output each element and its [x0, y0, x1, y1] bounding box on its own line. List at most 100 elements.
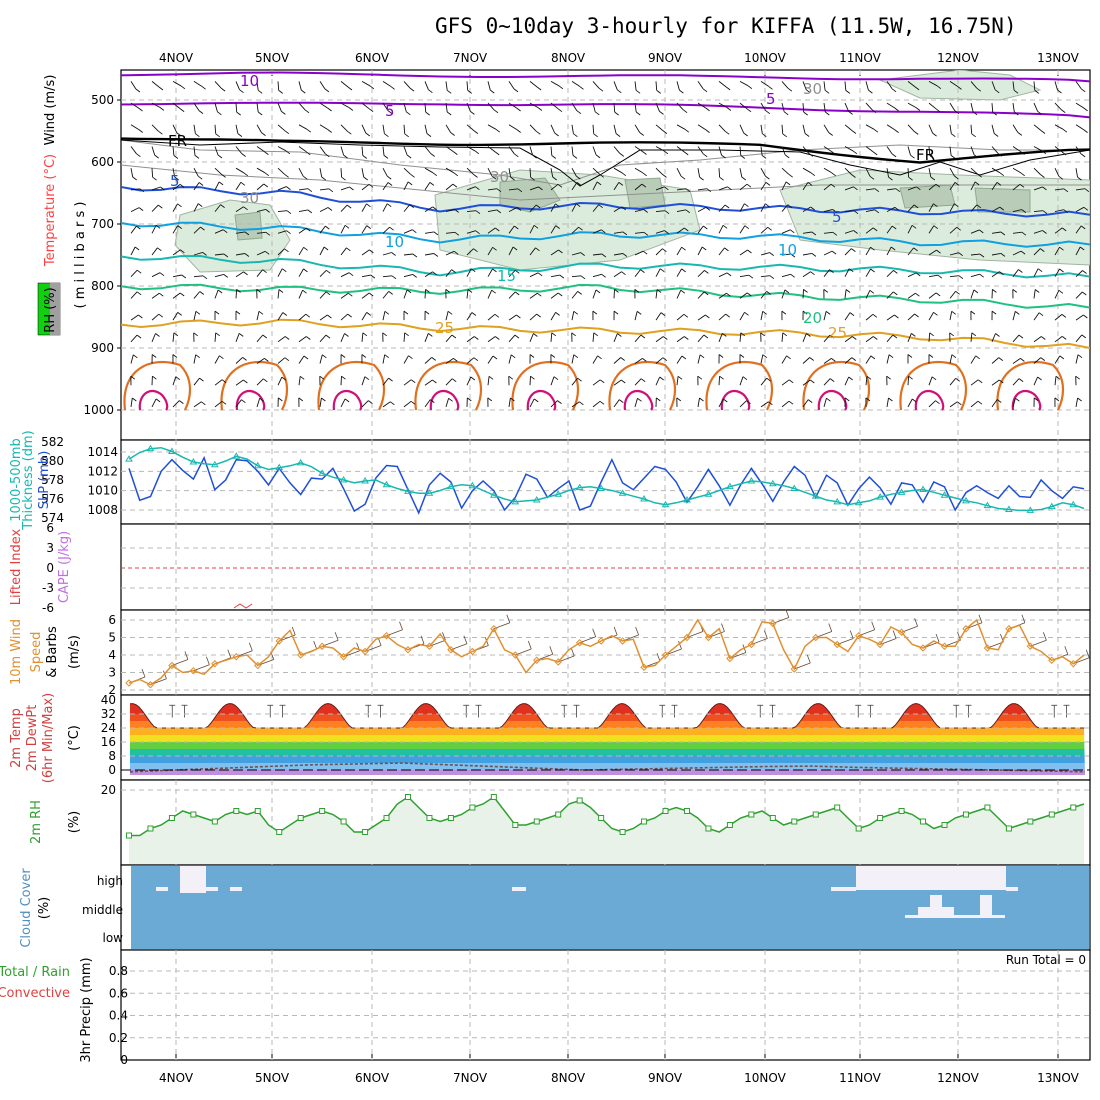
wind-barb	[130, 246, 136, 256]
wind-barb	[1075, 168, 1078, 178]
wind10-speed-line-marker	[704, 633, 713, 642]
wind-barb	[361, 249, 370, 256]
wind-barb-flag	[765, 110, 771, 115]
wind-barb	[865, 81, 869, 91]
wind-barb	[781, 289, 786, 299]
wind-barb-flag	[470, 268, 476, 273]
wind-barb-flag	[1061, 336, 1067, 340]
wind-barb-flag	[555, 312, 560, 316]
wind-barb	[424, 182, 431, 191]
wind-barb	[970, 229, 980, 234]
wind-barb	[151, 398, 157, 408]
wind-barb	[256, 269, 263, 277]
wind-barb-flag	[406, 289, 412, 294]
wind-barb	[613, 81, 618, 90]
wind-barb-flag	[744, 203, 749, 208]
wind-barb-flag	[1042, 186, 1047, 191]
wind-barb	[382, 311, 386, 321]
wind-barb-flag	[194, 155, 200, 159]
wind-barb-flag	[870, 268, 875, 273]
wind-barb-flag	[826, 397, 831, 402]
wind-barb	[844, 376, 850, 386]
wind10-barb-flag	[420, 635, 425, 644]
wind-barb	[907, 247, 914, 256]
wind-barb-flag	[993, 133, 999, 137]
wind-barb-flag	[494, 313, 500, 318]
thickness-line-marker	[253, 461, 262, 469]
wind-barb-flag	[451, 269, 456, 273]
wind-barb-flag	[514, 334, 520, 339]
wind-barb	[256, 146, 265, 152]
wind-barb	[319, 354, 323, 364]
wind-barb-flag	[1018, 378, 1024, 382]
wind-barb	[739, 168, 743, 178]
wind-barb-flag	[341, 375, 346, 380]
wind-barb	[256, 124, 262, 133]
wind-barb	[277, 102, 282, 112]
wind-barb-flag	[286, 230, 291, 235]
wind-barb	[1033, 102, 1039, 112]
wind-barb	[130, 397, 133, 407]
wind-barb-flag	[767, 226, 772, 231]
wind-barb	[466, 124, 475, 131]
wind-barb	[970, 167, 979, 175]
minmax-label: (6hr Min/Max)	[41, 693, 56, 783]
wind-barb	[949, 401, 958, 408]
rh2m-line-marker	[984, 804, 991, 811]
wind-barb	[550, 102, 559, 110]
wind-barb	[676, 167, 682, 177]
wind-barb	[886, 334, 894, 343]
wind-barb	[802, 271, 811, 278]
wind-barb-flag	[261, 132, 266, 136]
wind-barb	[235, 206, 244, 212]
wind-barb-flag	[702, 88, 708, 93]
wind-barb	[235, 167, 245, 174]
wind-barb-flag	[467, 397, 472, 402]
wind-barb-flag	[1079, 246, 1085, 251]
li-tick-label: 0	[46, 561, 54, 575]
wind-barb	[676, 268, 682, 277]
wind-barb-flag	[701, 246, 707, 251]
wind-barb	[697, 207, 707, 212]
wind-barb-flag	[766, 291, 771, 295]
wind-barb-flag	[328, 188, 334, 193]
wind-barb	[802, 146, 810, 154]
wind-barb	[697, 225, 704, 234]
wind-barb-flag	[514, 153, 519, 158]
wind-barb	[655, 186, 665, 191]
thickness-line-marker	[339, 476, 348, 483]
wind-barb-flag	[1020, 358, 1025, 362]
wind-barb-flag	[659, 268, 665, 273]
wind-barb	[907, 102, 917, 108]
wind10-speed-line-marker	[1069, 660, 1077, 668]
wind-barb	[655, 268, 661, 277]
wind-barb-flag	[681, 246, 686, 251]
wind-barb-flag	[550, 354, 556, 358]
rh-shading	[878, 70, 1042, 101]
wind-barb	[445, 398, 450, 408]
wind-barb	[235, 289, 238, 299]
wind-barb-flag	[641, 183, 647, 188]
wind-barb-flag	[831, 250, 837, 255]
wind-barb-flag	[874, 188, 880, 193]
wind-barb	[340, 292, 349, 299]
wind-barb	[1033, 210, 1044, 213]
wind-barb-flag	[597, 355, 602, 360]
wind-barb	[718, 272, 728, 278]
wind-barb	[424, 124, 428, 134]
li-tick-label: -3	[42, 581, 54, 595]
wind-barb	[991, 379, 1000, 386]
wind-barb-flag	[936, 249, 941, 254]
wind10-speed-line-marker	[661, 651, 670, 659]
wind-barb	[907, 313, 915, 321]
cloud-row-label: high	[97, 874, 123, 888]
wind-barb-flag	[306, 151, 311, 156]
wind-barb-flag	[195, 133, 200, 138]
wind-barb	[130, 168, 134, 178]
wind-barb-flag	[725, 86, 731, 91]
date-label-bottom: 13NOV	[1037, 1071, 1079, 1085]
wind-barb-flag	[496, 188, 502, 193]
wind-barb	[151, 333, 156, 342]
wind-barb	[655, 312, 662, 321]
thickness-line-marker	[833, 497, 842, 505]
